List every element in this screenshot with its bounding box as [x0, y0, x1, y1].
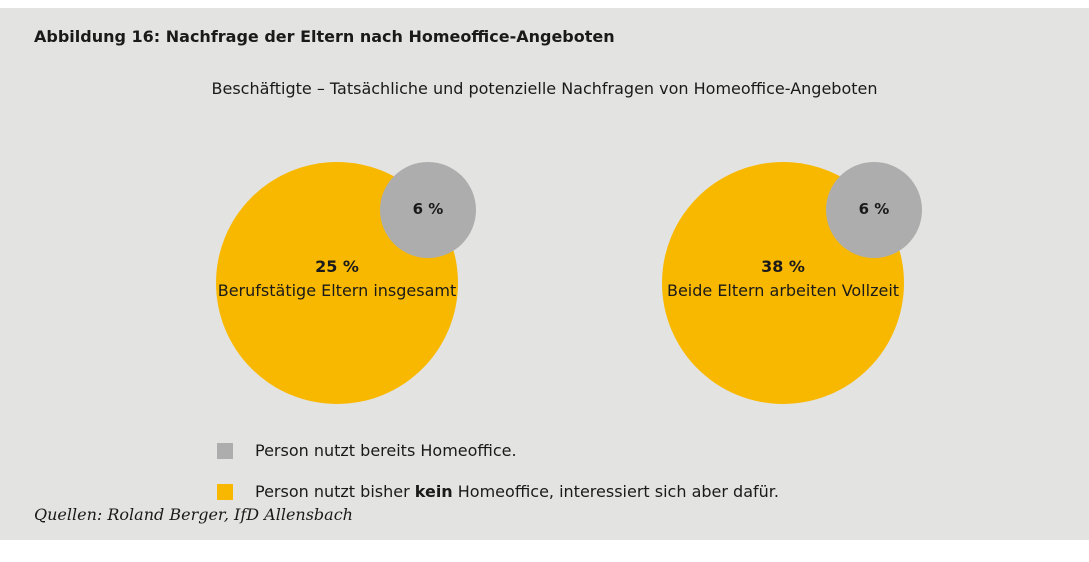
source: Quellen: Roland Berger, IfD Allensbach [34, 505, 353, 524]
legend-text-part: Homeoffice, interessiert sich aber dafür… [452, 482, 779, 501]
pie-label: 25 % Berufstätige Eltern insgesamt [217, 255, 457, 303]
legend-text-part: Person nutzt bereits Homeoffice. [255, 441, 517, 460]
legend-swatch [217, 483, 233, 500]
pie-small [380, 162, 476, 258]
value-label: 6 % [412, 200, 444, 218]
legend-swatch [217, 442, 233, 459]
legend-text-part: Person nutzt bisher [255, 482, 415, 501]
title: Abbildung 16: Nachfrage der Eltern nach … [34, 27, 615, 46]
legend-text: Person nutzt bereits Homeoffice. [255, 441, 517, 460]
pie-name: Beide Eltern arbeiten Vollzeit [666, 281, 900, 300]
pie-name: Berufstätige Eltern insgesamt [217, 281, 457, 300]
subtitle: Beschäftigte – Tatsächliche und potenzie… [211, 79, 878, 98]
legend-item: Person nutzt bisher kein Homeoffice, int… [217, 482, 779, 501]
panel [0, 8, 1089, 540]
legend-text: Person nutzt bisher kein Homeoffice, int… [255, 482, 779, 501]
pie-small [826, 162, 922, 258]
legend-item: Person nutzt bereits Homeoffice. [217, 441, 517, 460]
value-label: 25 % [315, 257, 359, 276]
pie-label: 38 % Beide Eltern arbeiten Vollzeit [663, 255, 903, 303]
legend-text-part: kein [414, 482, 453, 501]
value-label: 38 % [761, 257, 805, 276]
value-label: 6 % [858, 200, 890, 218]
